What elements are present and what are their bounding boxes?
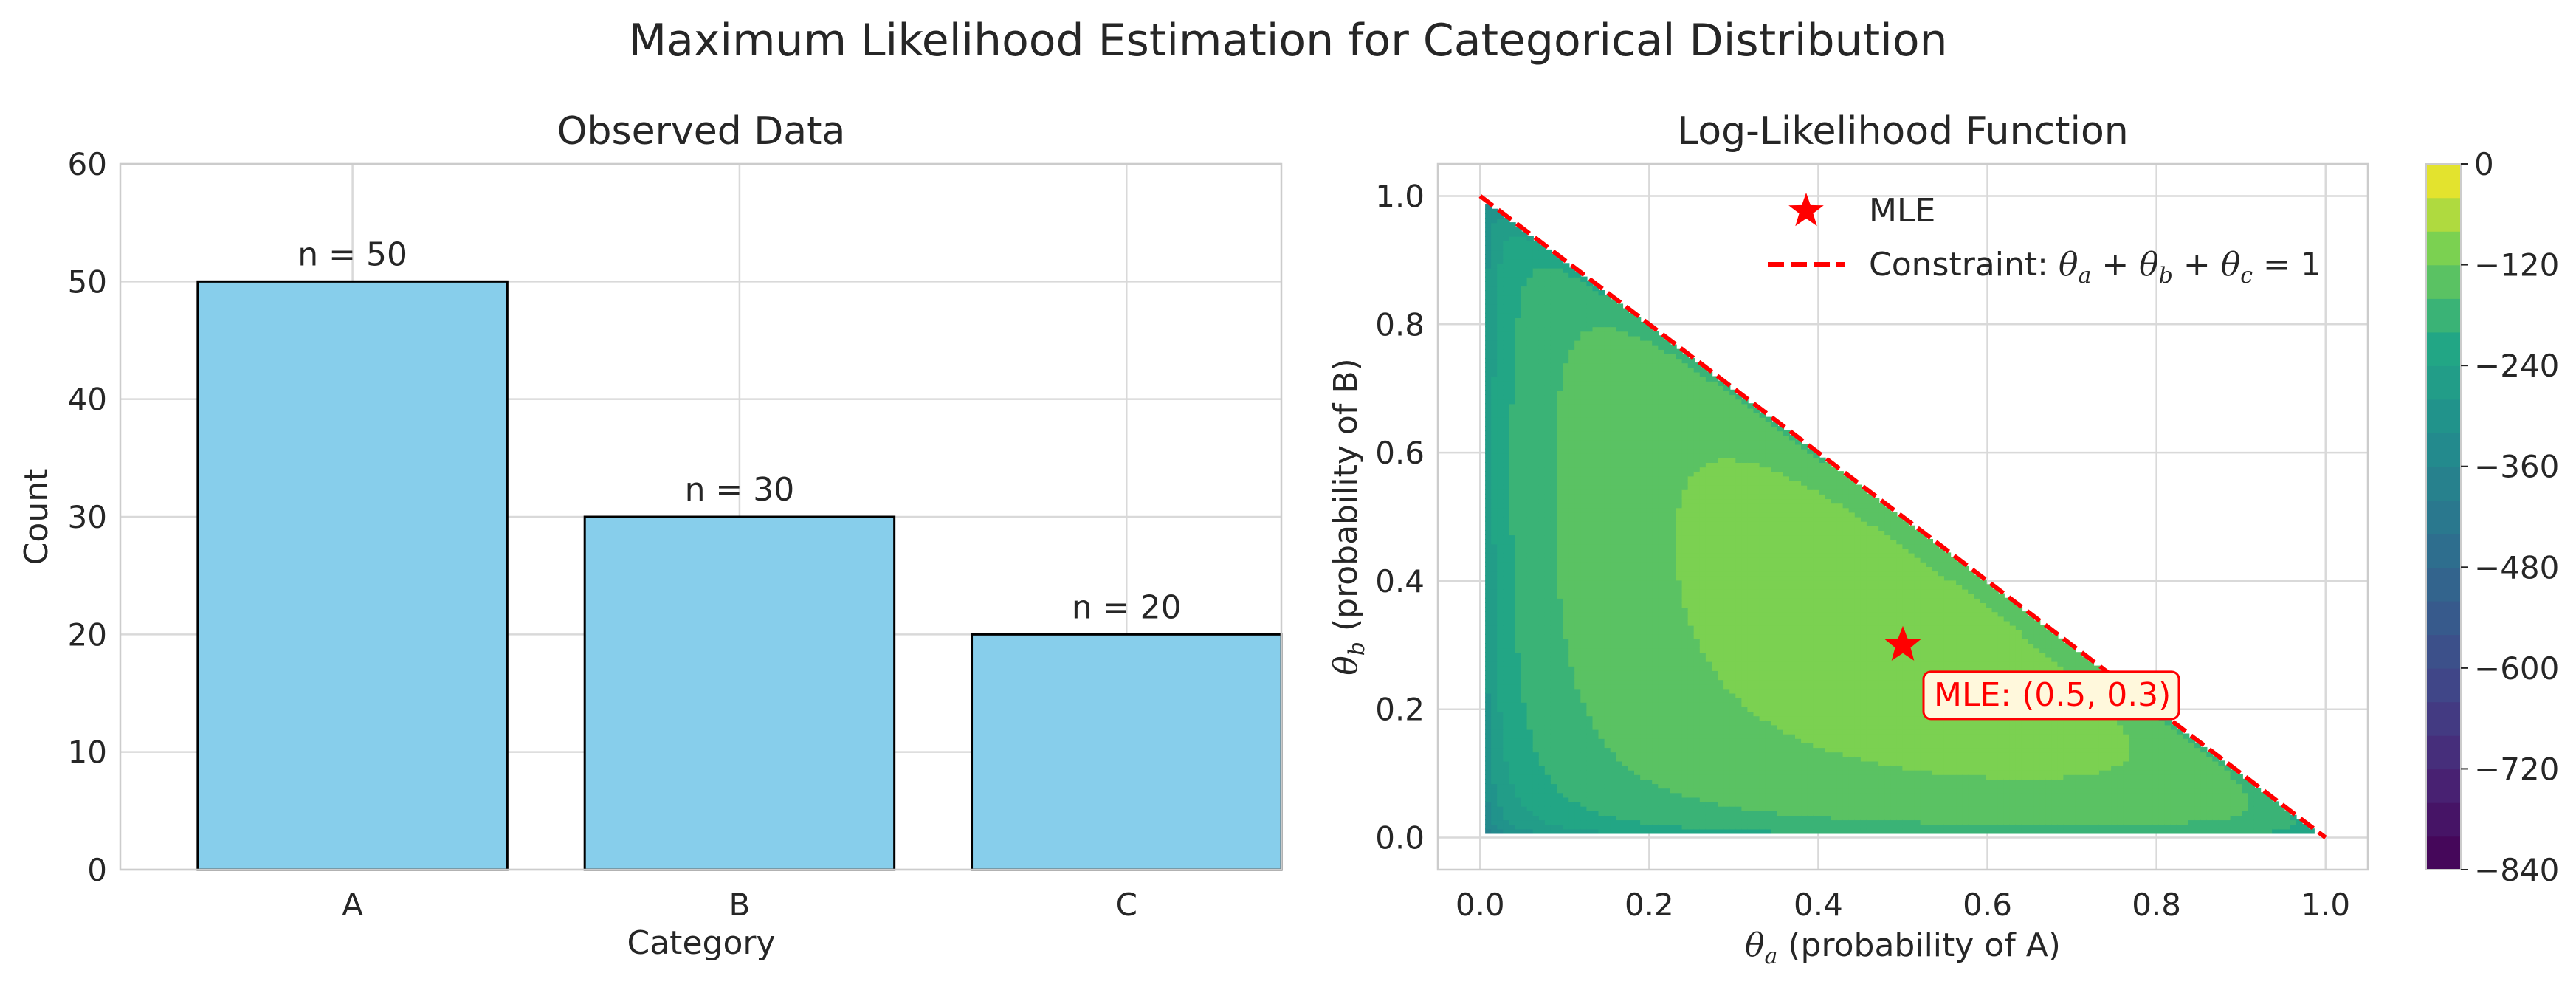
log-likelihood-y-axis-label: θb (probability of B) [1327, 358, 1370, 675]
bar-chart-y-ticks: 0 10 20 30 40 50 60 [68, 146, 107, 888]
colorbar-band [2426, 701, 2461, 736]
colorbar-band [2426, 769, 2461, 803]
colorbar-band [2426, 264, 2461, 299]
legend-mle-label: MLE [1869, 192, 1935, 230]
colorbar-tick-label: −600 [2474, 650, 2559, 687]
mle-annotation-box [1922, 670, 2180, 721]
colorbar-band [2426, 500, 2461, 534]
log-likelihood-x-ticks: 0.0 0.2 0.4 0.6 0.8 1.0 [1456, 887, 2350, 923]
colorbar-tick-label: −840 [2474, 852, 2559, 888]
colorbar-tick-label: −120 [2474, 247, 2559, 283]
log-likelihood-x-tick-label: 0.0 [1456, 887, 1505, 923]
colorbar-frame [2425, 163, 2462, 870]
colorbar-band [2426, 802, 2461, 837]
colorbar-tick-label: 0 [2474, 146, 2494, 182]
bar-chart-bars [196, 280, 1283, 871]
colorbar-band [2426, 331, 2461, 366]
log-likelihood-x-tick-label: 1.0 [2301, 887, 2350, 923]
colorbar-band [2426, 600, 2461, 636]
bar-chart-x-tick-label: A [342, 887, 363, 923]
colorbar-band [2426, 836, 2461, 870]
colorbar-tick-label: −480 [2474, 549, 2559, 585]
bar-data-label: n = 30 [685, 471, 795, 509]
log-likelihood-y-tick-label: 0.0 [1375, 820, 1425, 856]
colorbar-band [2426, 466, 2461, 501]
bar-chart: n = 50 n = 30 n = 20 0 10 20 30 40 50 60 A B C Obs… [18, 109, 1283, 962]
bar-chart-frame [119, 162, 1283, 871]
legend-mle-marker [1788, 193, 1824, 227]
colorbar-band [2426, 399, 2461, 433]
log-likelihood-frame [1436, 162, 2369, 871]
log-likelihood-contours [1485, 204, 2315, 834]
log-likelihood-x-axis-label: θa (probability of A) [1745, 927, 2061, 969]
log-likelihood-chart: MLE: (0.5, 0.3) 0.0 0.2 0.4 0.6 0.8 1.0 0.00.… [1327, 109, 2559, 969]
colorbar-band [2426, 231, 2461, 266]
bar-chart-title: Observed Data [557, 109, 846, 154]
colorbar-band [2426, 533, 2461, 568]
bar-chart-x-axis-label: Category [627, 924, 776, 962]
bar-chart-y-tick-label: 30 [68, 499, 107, 535]
colorbar-tick-label: −720 [2474, 751, 2559, 787]
colorbar-band [2426, 164, 2461, 199]
log-likelihood-title: Log-Likelihood Function [1677, 109, 2129, 154]
bar-chart-y-tick-label: 60 [68, 146, 107, 182]
log-likelihood-y-ticks: 0.0 0.2 0.4 0.6 0.8 1.0 [1375, 178, 1425, 856]
log-likelihood-y-tick-label: 0.6 [1375, 435, 1425, 471]
colorbar-band [2426, 634, 2461, 669]
log-likelihood-y-tick-label: 0.4 [1375, 563, 1425, 599]
colorbar-tick-label: −360 [2474, 449, 2559, 485]
colorbar-band [2426, 735, 2461, 770]
colorbar-band [2426, 433, 2461, 467]
mle-annotation-text: MLE: (0.5, 0.3) [1934, 676, 2171, 714]
bar-chart-y-tick-label: 20 [68, 616, 107, 653]
colorbar-band [2426, 298, 2461, 333]
bar-chart-y-tick-label: 10 [68, 735, 107, 771]
log-likelihood-x-tick-label: 0.8 [2132, 887, 2181, 923]
bar-chart-x-tick-label: C [1116, 887, 1137, 923]
bar-chart-y-tick-label: 40 [68, 382, 107, 418]
constraint-line [1478, 194, 2327, 839]
colorbar [2426, 164, 2461, 870]
bar-chart-y-tick-label: 0 [87, 852, 107, 888]
log-likelihood-y-tick-label: 0.2 [1375, 692, 1425, 728]
bar-chart-x-ticks: A B C [342, 887, 1137, 923]
log-likelihood-y-tick-label: 0.8 [1375, 306, 1425, 343]
colorbar-band [2426, 365, 2461, 400]
bar-chart-x-tick-label: B [729, 887, 751, 923]
bar-chart-y-axis-label: Count [18, 469, 55, 566]
colorbar-band [2426, 667, 2461, 703]
bar-data-label: n = 50 [297, 236, 407, 273]
bar-chart-data-labels: n = 50 n = 30 n = 20 [297, 236, 1181, 626]
colorbar-tick-label: −240 [2474, 348, 2559, 384]
mle-star-marker [1884, 625, 1921, 661]
bar-data-label: n = 20 [1072, 588, 1182, 626]
colorbar-ticks: 0 −120 −240 −360 −480 −600 −720 −840 [2461, 146, 2559, 888]
legend-constraint-label: Constraint: θa + θb + θc = 1 [1869, 246, 2321, 289]
log-likelihood-y-tick-label: 1.0 [1375, 178, 1425, 214]
figure-suptitle: Maximum Likelihood Estimation for Catego… [628, 15, 1947, 66]
log-likelihood-x-tick-label: 0.6 [1963, 887, 2012, 923]
colorbar-band [2426, 197, 2461, 232]
log-likelihood-x-tick-label: 0.2 [1625, 887, 1674, 923]
log-likelihood-x-tick-label: 0.4 [1794, 887, 1843, 923]
bar-C [971, 633, 1283, 871]
bar-A [196, 280, 509, 871]
legend: MLE Constraint: θa + θb + θc = 1 [1768, 192, 2321, 289]
bar-chart-y-tick-label: 50 [68, 264, 107, 300]
bar-B [583, 515, 896, 871]
colorbar-band [2426, 567, 2461, 602]
